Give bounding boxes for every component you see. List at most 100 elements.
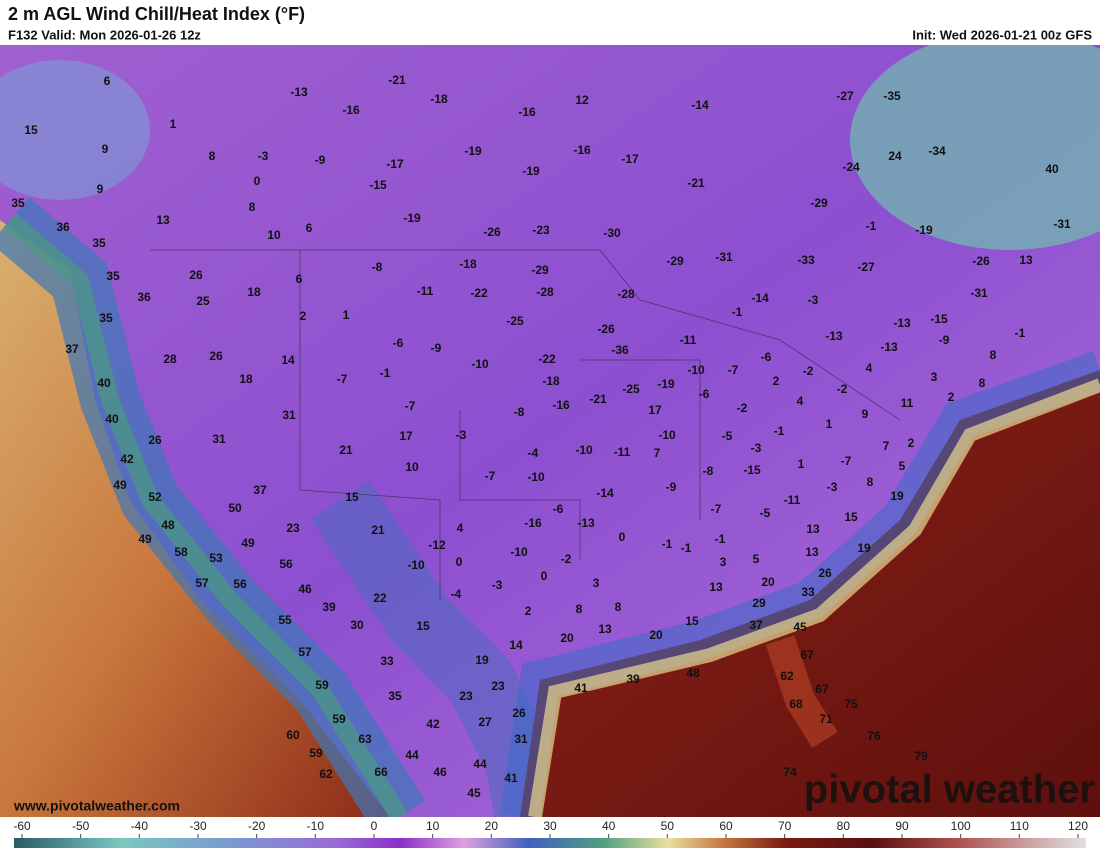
temperature-label: 13 bbox=[598, 622, 612, 636]
temperature-label: 23 bbox=[286, 521, 300, 535]
temperature-label: -31 bbox=[715, 250, 733, 264]
colorbar-tick-label: 120 bbox=[1068, 819, 1088, 833]
temperature-label: -2 bbox=[837, 382, 848, 396]
colorbar-tick-label: 60 bbox=[719, 819, 733, 833]
temperature-label: 26 bbox=[209, 349, 223, 363]
temperature-label: 0 bbox=[254, 174, 261, 188]
init-time: Init: Wed 2026-01-21 00z GFS bbox=[912, 27, 1092, 42]
temperature-label: 1 bbox=[343, 308, 350, 322]
temperature-label: 46 bbox=[433, 765, 447, 779]
temperature-label: 35 bbox=[99, 311, 113, 325]
logo: pivotal weather bbox=[804, 768, 1095, 812]
temperature-label: 8 bbox=[249, 200, 256, 214]
temperature-label: 39 bbox=[626, 672, 640, 686]
temperature-label: 74 bbox=[783, 765, 797, 779]
temperature-label: 55 bbox=[278, 613, 292, 627]
temperature-label: -7 bbox=[841, 454, 852, 468]
temperature-label: -1 bbox=[1015, 326, 1026, 340]
temperature-label: 31 bbox=[282, 408, 296, 422]
temperature-label: 59 bbox=[309, 746, 323, 760]
temperature-label: 6 bbox=[296, 272, 303, 286]
temperature-label: 4 bbox=[797, 394, 804, 408]
temperature-label: 22 bbox=[373, 591, 387, 605]
temperature-label: -9 bbox=[431, 341, 442, 355]
temperature-label: 21 bbox=[339, 443, 353, 457]
temperature-label: -16 bbox=[573, 143, 591, 157]
temperature-label: 26 bbox=[189, 268, 203, 282]
temperature-label: -2 bbox=[561, 552, 572, 566]
temperature-label: 15 bbox=[345, 490, 359, 504]
temperature-label: -19 bbox=[657, 377, 675, 391]
temperature-label: -28 bbox=[536, 285, 554, 299]
colorbar-tick-label: -40 bbox=[131, 819, 149, 833]
temperature-label: 17 bbox=[399, 429, 413, 443]
temperature-label: 62 bbox=[319, 767, 333, 781]
temperature-label: 63 bbox=[358, 732, 372, 746]
colorbar-tick-label: 0 bbox=[371, 819, 378, 833]
temperature-label: -19 bbox=[403, 211, 421, 225]
temperature-label: -13 bbox=[577, 516, 595, 530]
temperature-label: 26 bbox=[818, 566, 832, 580]
temperature-label: -14 bbox=[691, 98, 709, 112]
colorbar-tick-label: 110 bbox=[1010, 819, 1029, 833]
temperature-label: -14 bbox=[596, 486, 614, 500]
colorbar-tick-label: -10 bbox=[307, 819, 325, 833]
temperature-label: 12 bbox=[575, 93, 589, 107]
temperature-label: 26 bbox=[148, 433, 162, 447]
colorbar-tick-label: 90 bbox=[895, 819, 909, 833]
temperature-label: -8 bbox=[703, 464, 714, 478]
temperature-label: 8 bbox=[209, 149, 216, 163]
temperature-label: 2 bbox=[525, 604, 532, 618]
temperature-label: 35 bbox=[106, 269, 120, 283]
temperature-label: 8 bbox=[576, 602, 583, 616]
temperature-label: 59 bbox=[315, 678, 329, 692]
temperature-label: 4 bbox=[457, 521, 464, 535]
temperature-label: 25 bbox=[196, 294, 210, 308]
temperature-label: -5 bbox=[760, 506, 771, 520]
temperature-label: -4 bbox=[451, 587, 462, 601]
temperature-label: -1 bbox=[774, 424, 785, 438]
temperature-label: -4 bbox=[528, 446, 539, 460]
temperature-label: -19 bbox=[522, 164, 540, 178]
temperature-label: -1 bbox=[866, 219, 877, 233]
temperature-label: 1 bbox=[826, 417, 833, 431]
temperature-label: 33 bbox=[801, 585, 815, 599]
temperature-label: 4 bbox=[866, 361, 873, 375]
temperature-label: -27 bbox=[857, 260, 875, 274]
temperature-label: 15 bbox=[685, 614, 699, 628]
temperature-label: -22 bbox=[470, 286, 488, 300]
temperature-label: 19 bbox=[857, 541, 871, 555]
temperature-label: -15 bbox=[930, 312, 948, 326]
temperature-label: 13 bbox=[709, 580, 723, 594]
temperature-label: 2 bbox=[300, 309, 307, 323]
temperature-label: -13 bbox=[825, 329, 843, 343]
temperature-label: -9 bbox=[315, 153, 326, 167]
temperature-label: -10 bbox=[527, 470, 545, 484]
temperature-label: -10 bbox=[471, 357, 489, 371]
source-url: www.pivotalweather.com bbox=[13, 798, 180, 814]
colorbar-tick-label: 80 bbox=[837, 819, 851, 833]
temperature-label: -16 bbox=[518, 105, 536, 119]
temperature-label: -2 bbox=[803, 364, 814, 378]
temperature-label: 13 bbox=[1019, 253, 1033, 267]
temperature-label: 7 bbox=[654, 446, 661, 460]
temperature-label: -17 bbox=[621, 152, 639, 166]
temperature-label: 18 bbox=[239, 372, 253, 386]
temperature-label: 49 bbox=[241, 536, 255, 550]
temperature-label: -36 bbox=[611, 343, 629, 357]
temperature-label: -26 bbox=[972, 254, 990, 268]
temperature-label: -15 bbox=[369, 178, 387, 192]
temperature-label: -31 bbox=[970, 286, 988, 300]
temperature-label: 68 bbox=[789, 697, 803, 711]
temperature-label: -11 bbox=[680, 333, 697, 347]
temperature-label: 24 bbox=[888, 149, 902, 163]
temperature-label: -13 bbox=[893, 316, 911, 330]
temperature-label: -6 bbox=[553, 502, 564, 516]
temperature-label: -18 bbox=[430, 92, 448, 106]
temperature-label: 15 bbox=[416, 619, 430, 633]
temperature-label: -26 bbox=[483, 225, 501, 239]
colorbar-tick-label: 100 bbox=[951, 819, 971, 833]
temperature-label: -3 bbox=[258, 149, 269, 163]
temperature-label: 37 bbox=[749, 618, 763, 632]
